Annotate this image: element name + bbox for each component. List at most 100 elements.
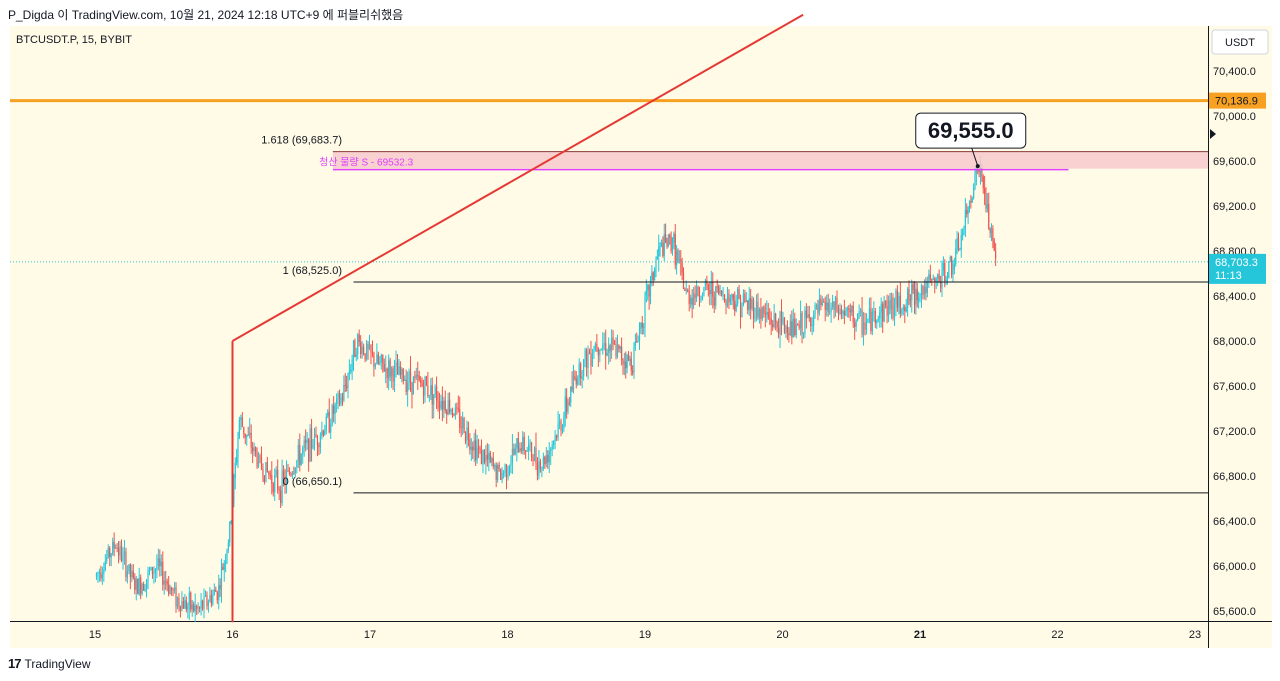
candle-body: [305, 440, 307, 443]
candle-body: [663, 234, 665, 256]
candle-body: [404, 379, 406, 381]
candle-body: [986, 203, 988, 209]
candle-body: [288, 471, 291, 475]
fib-label-1618: 1.618 (69,683.7): [261, 135, 342, 147]
candle-body: [265, 462, 267, 483]
candle-body: [525, 450, 527, 452]
candle-body: [779, 311, 781, 335]
candle-body: [513, 448, 515, 455]
candle-body: [145, 579, 148, 590]
candle-body: [272, 483, 274, 493]
candle-body: [523, 436, 525, 451]
candle-body: [678, 259, 680, 261]
candle-body: [508, 465, 511, 475]
candles-layer: [95, 156, 997, 623]
candle-body: [887, 300, 890, 316]
candle-body: [532, 456, 534, 462]
candle-body: [391, 368, 393, 377]
candle-body: [581, 376, 583, 379]
candle-body: [218, 584, 220, 601]
candle-body: [388, 360, 390, 379]
candle-body: [584, 349, 586, 360]
candle-body: [701, 295, 704, 300]
callout-label: 69,555.0: [928, 118, 1014, 143]
currency-button[interactable]: USDT: [1211, 29, 1269, 55]
candle-body: [120, 545, 123, 562]
candle-body: [325, 416, 327, 431]
candle-body: [328, 411, 330, 433]
candle-body: [229, 522, 231, 543]
current-price-badge: [1209, 253, 1266, 284]
candle-body: [666, 242, 668, 247]
candle-body: [553, 441, 555, 445]
candle-body: [885, 301, 887, 306]
candle-body: [107, 547, 109, 557]
candle-body: [504, 464, 506, 473]
candle-body: [140, 577, 142, 594]
candle-body: [129, 564, 131, 578]
candle-body: [715, 286, 717, 306]
candle-body: [485, 455, 487, 463]
candle-body: [401, 369, 403, 375]
candle-body: [707, 284, 709, 290]
plot-background: [10, 26, 1208, 621]
candle-body: [904, 306, 906, 312]
time-axis[interactable]: 15 16 17 18 19 20 21 22 23: [89, 629, 1201, 641]
candle-body: [836, 297, 838, 313]
candle-body: [782, 317, 784, 324]
candle-body: [293, 473, 295, 475]
candle-body: [608, 345, 610, 353]
candle-body: [475, 440, 477, 461]
candle-body: [845, 311, 847, 316]
price-tick-label: 68,000.0: [1213, 336, 1256, 348]
candle-body: [870, 308, 872, 332]
resistance-price-badge: [1209, 92, 1266, 109]
candle-body: [647, 285, 649, 291]
candle-body: [962, 232, 964, 235]
candle-body: [818, 298, 821, 314]
candle-body: [344, 385, 346, 387]
time-tick-label: 21: [914, 629, 926, 641]
candle-body: [648, 285, 650, 297]
candle-body: [656, 256, 658, 260]
candle-body: [630, 358, 632, 371]
current-price-label: 68,703.3: [1215, 257, 1258, 269]
candle-body: [970, 201, 972, 203]
candle-body: [222, 567, 224, 570]
candle-body: [517, 438, 519, 453]
candle-body: [606, 352, 608, 356]
candle-body: [558, 421, 561, 424]
candle-body: [710, 282, 712, 295]
candle-body: [116, 547, 118, 549]
candle-body: [626, 355, 628, 369]
price-axis[interactable]: 70,400.070,000.069,600.069,200.068,800.0…: [1209, 66, 1266, 618]
candle-body: [358, 334, 360, 343]
scroll-right-arrow-icon[interactable]: [1210, 129, 1216, 139]
candle-body: [815, 304, 818, 306]
candle-body: [533, 447, 536, 462]
candle-body: [119, 545, 121, 556]
candle-body: [874, 311, 876, 323]
candle-body: [497, 464, 499, 481]
candle-body: [734, 300, 736, 311]
candle-body: [603, 343, 605, 345]
candle-body: [967, 207, 969, 215]
candle-body: [880, 303, 882, 313]
candle-body: [622, 359, 624, 364]
callout-pointer: [971, 147, 979, 167]
candle-body: [597, 347, 599, 356]
candle-body: [851, 305, 853, 313]
candle-body: [299, 444, 301, 465]
candle-body: [376, 354, 378, 365]
liquidation-label: 청산 물량 S - 69532.3: [319, 157, 413, 169]
candle-body: [348, 372, 350, 374]
candle-body: [417, 375, 419, 377]
liquidation-zone: [332, 151, 1208, 169]
candle-body: [97, 572, 99, 574]
candle-body: [704, 280, 707, 288]
candle-body: [297, 444, 299, 461]
candle-body: [655, 259, 657, 269]
candle-body: [367, 344, 369, 349]
price-axis-background: [1208, 26, 1272, 621]
